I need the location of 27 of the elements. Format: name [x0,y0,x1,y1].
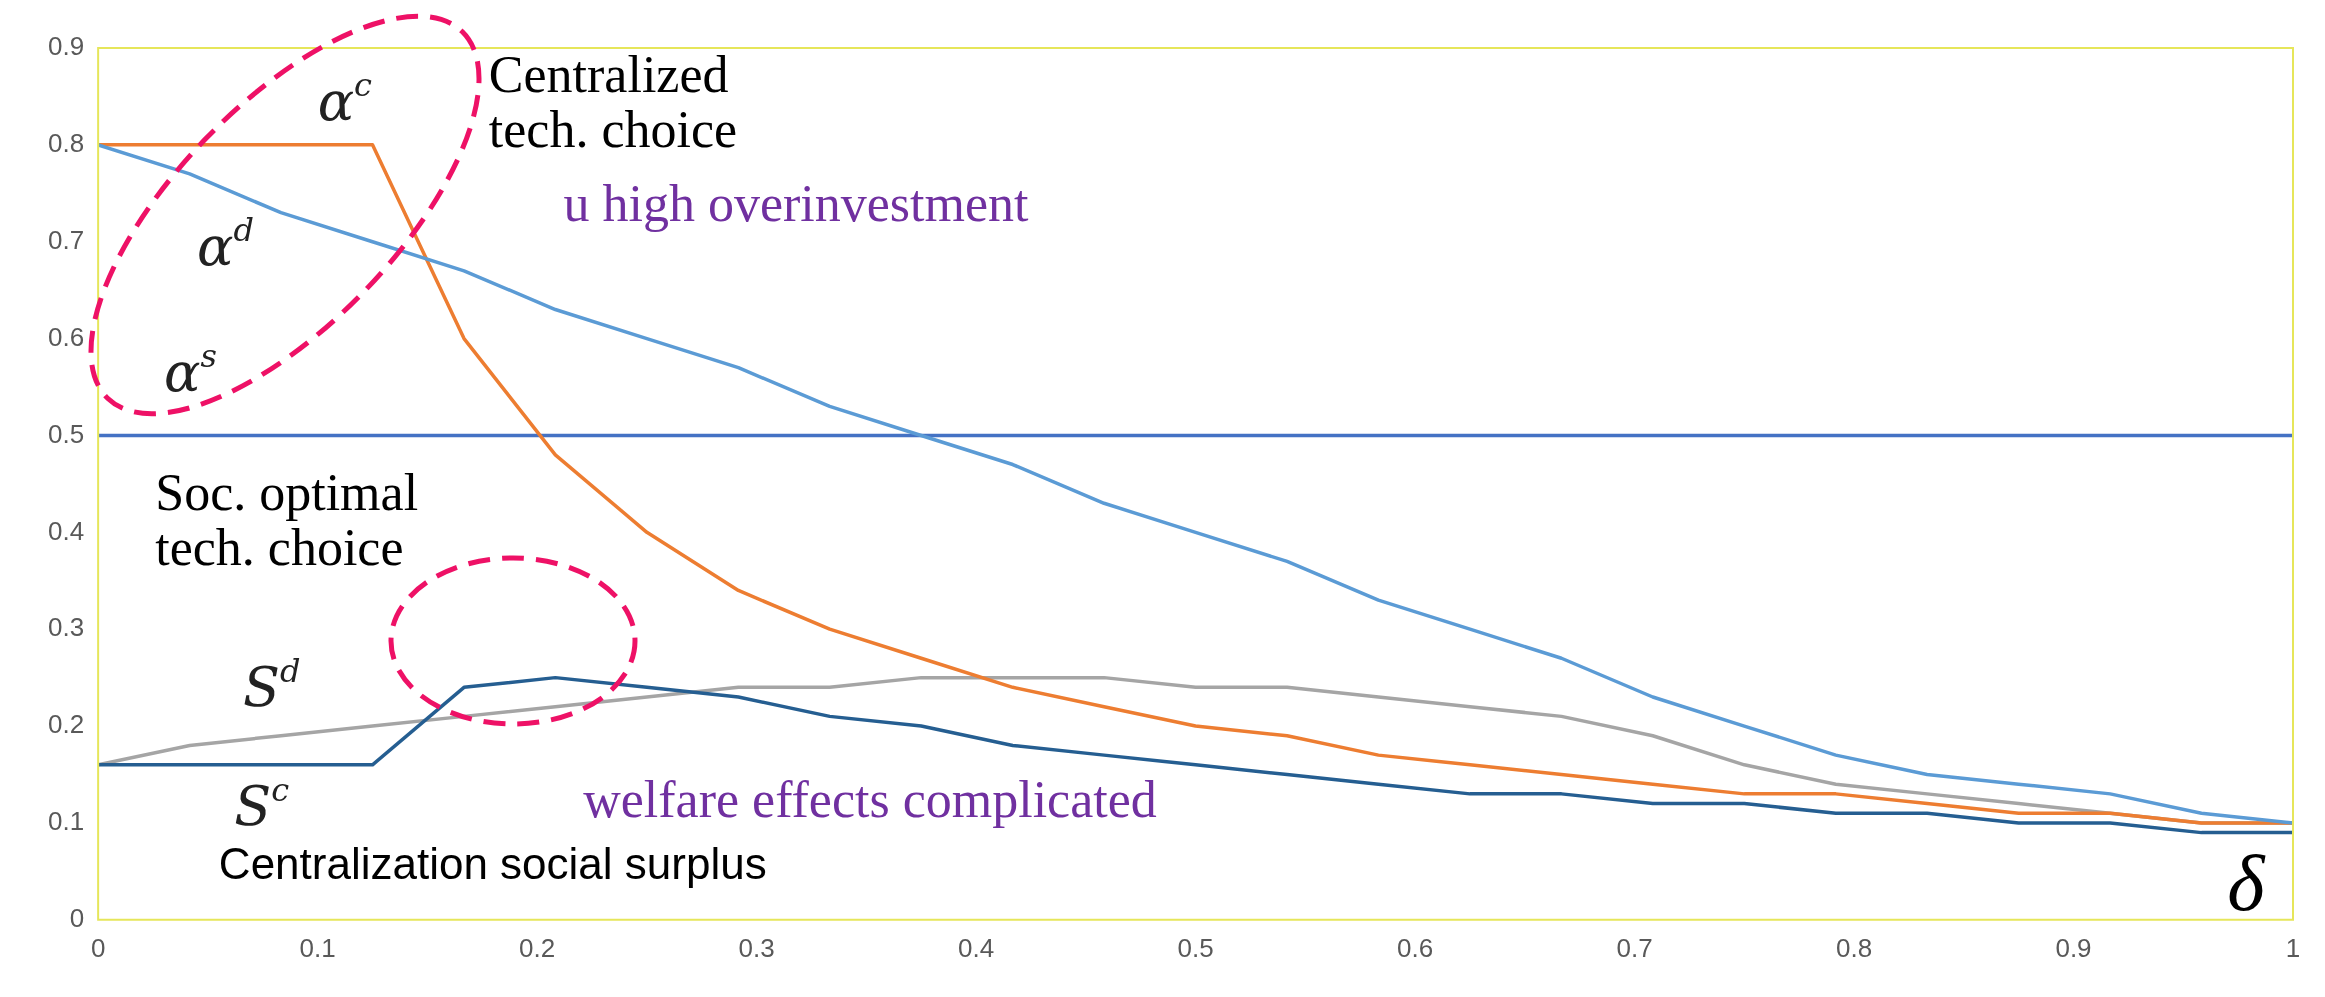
x-tick-label: 0.4 [958,932,995,963]
y-tick-label: 0.5 [47,418,85,449]
y-tick-label: 0.3 [47,612,85,643]
x-tick-label: 0.6 [1396,932,1434,963]
x-tick-label: 0.3 [738,932,775,963]
x-tick-label: 1 [2285,932,2301,963]
x-tick-label: 0.8 [1835,932,1873,963]
x-tick-label: 0.7 [1616,932,1653,963]
x-tick-label: 0.2 [519,932,556,963]
x-tick-label: 0.1 [299,932,336,963]
y-tick-label: 0.4 [47,515,85,546]
y-tick-label: 0.9 [47,31,85,62]
y-tick-label: 0.8 [47,128,85,159]
y-tick-label: 0.7 [47,224,85,255]
annotation: Soc. optimal tech. choice [155,463,419,576]
annotation: Centralization social surplus [218,838,767,888]
annotation: δ [2227,838,2267,927]
y-tick-label: 0.2 [47,709,85,740]
annotation: u high overinvestment [563,175,1030,233]
annotation: Centralized tech. choice [488,46,738,159]
y-tick-label: 0.6 [47,321,85,352]
x-tick-label: 0.5 [1177,932,1214,963]
x-tick-label: 0 [90,932,106,963]
y-tick-label: 0 [69,902,85,933]
x-tick-label: 0.9 [2055,932,2092,963]
y-tick-label: 0.1 [47,806,85,837]
annotation: welfare effects complicated [583,771,1157,829]
